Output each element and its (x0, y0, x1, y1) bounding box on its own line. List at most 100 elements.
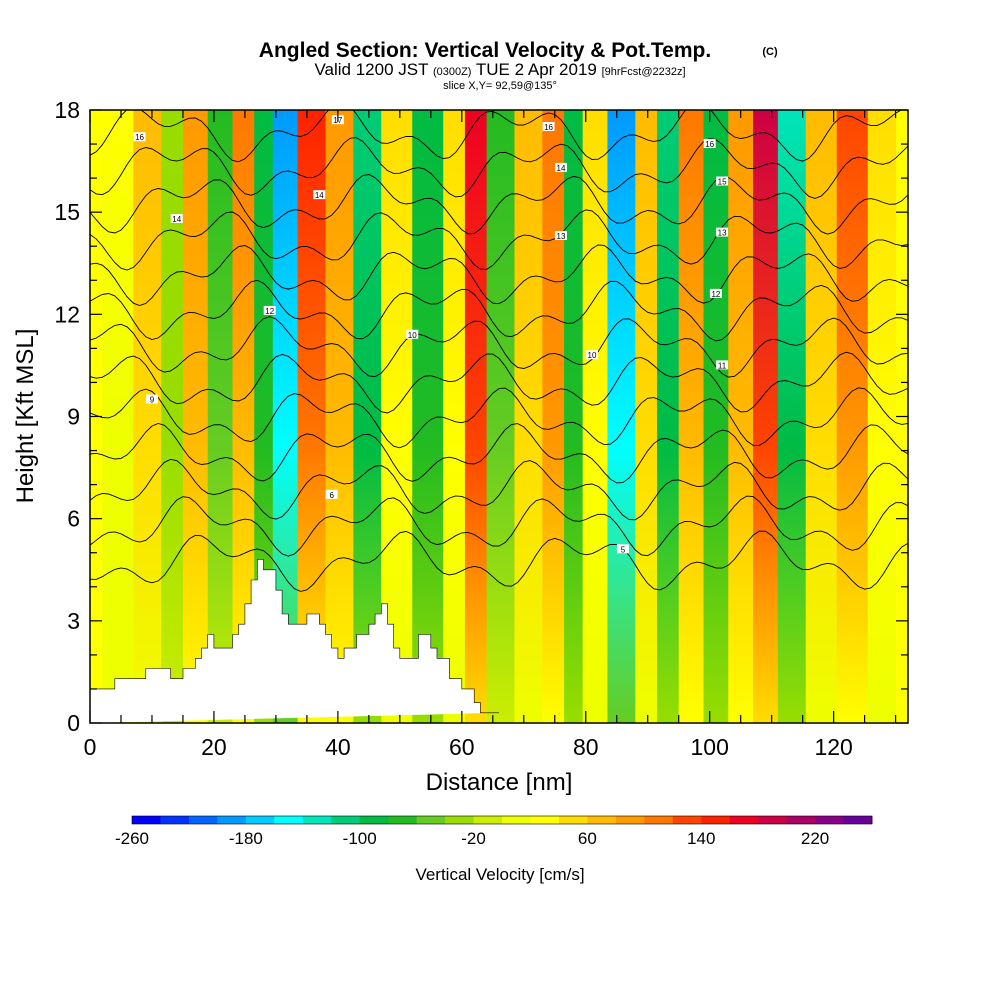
y-tick-label: 18 (54, 97, 80, 123)
subtitle-main: Valid 1200 JST (314, 60, 428, 79)
velocity-band (703, 110, 729, 723)
contour-label-box (325, 489, 338, 499)
colorbar-swatch (558, 816, 588, 824)
colorbar-swatch (245, 816, 275, 824)
x-axis: 0 20 40 60 80 100 120 (84, 110, 897, 760)
contour-label-box (716, 176, 729, 186)
velocity-band (657, 110, 680, 723)
contour-label: 13 (718, 229, 727, 238)
contour-label-box (263, 305, 276, 315)
theta-contour (90, 244, 908, 306)
velocity-band (443, 110, 466, 723)
contour-label: 12 (711, 290, 720, 299)
colorbar-tick-label: 140 (687, 829, 715, 848)
velocity-band (207, 110, 234, 723)
theta-contour (90, 458, 908, 521)
colorbar-swatch (302, 816, 332, 824)
contour-label: 12 (265, 307, 274, 316)
theta-contour (90, 495, 908, 557)
x-tick-label: 60 (449, 734, 475, 760)
theta-contour (90, 423, 908, 484)
colorbar-tick-label: -180 (229, 829, 263, 848)
colorbar-tick-label: -260 (115, 829, 149, 848)
contour-label: 5 (621, 545, 626, 554)
velocity-band (514, 110, 543, 723)
colorbar: -260 -180 -100 -20 60 140 220 (115, 815, 873, 848)
colorbar-swatch (587, 816, 617, 824)
contour-label-box (145, 394, 158, 404)
title-units: (C) (762, 46, 778, 58)
contour-label-box (716, 360, 729, 370)
colorbar-frame (131, 815, 873, 825)
velocity-band (102, 110, 134, 723)
velocity-band (325, 110, 354, 723)
contour-label: 16 (705, 140, 714, 149)
slice-info: slice X,Y= 92,59@135° (443, 80, 557, 92)
velocity-band (867, 110, 897, 723)
subtitle-utc: (0300Z) (433, 66, 472, 78)
colorbar-tick-label: -100 (343, 829, 377, 848)
velocity-band (161, 110, 184, 723)
subtitle-fcst: [9hrFcst@2232z] (602, 66, 686, 78)
theta-contour (90, 351, 908, 414)
theta-contour (90, 209, 908, 271)
contour-label: 15 (718, 178, 727, 187)
theta-contour (90, 530, 908, 592)
colorbar-swatch (815, 816, 844, 824)
colorbar-swatch (188, 816, 218, 824)
contour-label: 10 (588, 351, 597, 360)
theta-contour (90, 110, 903, 163)
y-axis: 0 3 6 9 12 15 18 (54, 97, 908, 736)
contour-label: 9 (150, 395, 155, 404)
velocity-band (133, 110, 162, 723)
velocity-band (232, 110, 255, 723)
velocity-band (464, 110, 488, 723)
y-tick-label: 15 (54, 199, 80, 225)
velocity-band (607, 110, 636, 723)
velocity-band (582, 110, 608, 723)
x-tick-label: 40 (325, 734, 351, 760)
y-tick-label: 0 (67, 710, 80, 736)
colorbar-label: Vertical Velocity [cm/s] (415, 865, 584, 884)
velocity-band (753, 110, 779, 723)
contour-label-box (554, 231, 567, 241)
colorbar-tick-label: -20 (461, 829, 486, 848)
colorbar-swatch (786, 816, 816, 824)
x-tick-label: 80 (573, 734, 599, 760)
contour-label: 16 (544, 123, 553, 132)
contour-label: 6 (329, 491, 334, 500)
x-axis-label: Distance [nm] (426, 769, 573, 796)
colorbar-swatch (729, 816, 759, 824)
potential-temperature-contours (90, 110, 908, 592)
x-tick-label: 120 (814, 734, 852, 760)
colorbar-swatch (331, 816, 361, 824)
contour-label: 13 (557, 232, 566, 241)
colorbar-swatch (502, 816, 531, 824)
vertical-velocity-field (102, 110, 897, 723)
colorbar-swatch (217, 816, 247, 824)
colorbar-swatch (644, 816, 674, 824)
contour-label: 10 (408, 331, 417, 340)
velocity-band (182, 110, 209, 723)
colorbar-swatch (843, 816, 873, 824)
velocity-band (635, 110, 658, 723)
contour-label: 14 (557, 164, 566, 173)
colorbar-swatch (473, 816, 503, 824)
contour-label-box (703, 139, 716, 149)
contour-label: 14 (315, 191, 324, 200)
contour-label: 16 (135, 133, 144, 142)
x-tick-label: 0 (84, 734, 97, 760)
y-tick-label: 6 (67, 506, 80, 532)
colorbar-swatch (615, 816, 645, 824)
theta-contour (90, 137, 908, 199)
colorbar-tick-label: 60 (578, 829, 597, 848)
theta-contour (90, 174, 908, 235)
colorbar-swatch (530, 816, 560, 824)
y-tick-label: 12 (54, 301, 80, 327)
colorbar-swatch (359, 816, 389, 824)
theta-contour (90, 387, 908, 449)
velocity-band (678, 110, 704, 723)
contour-label-box (313, 190, 326, 200)
contour-label-box (716, 227, 729, 237)
